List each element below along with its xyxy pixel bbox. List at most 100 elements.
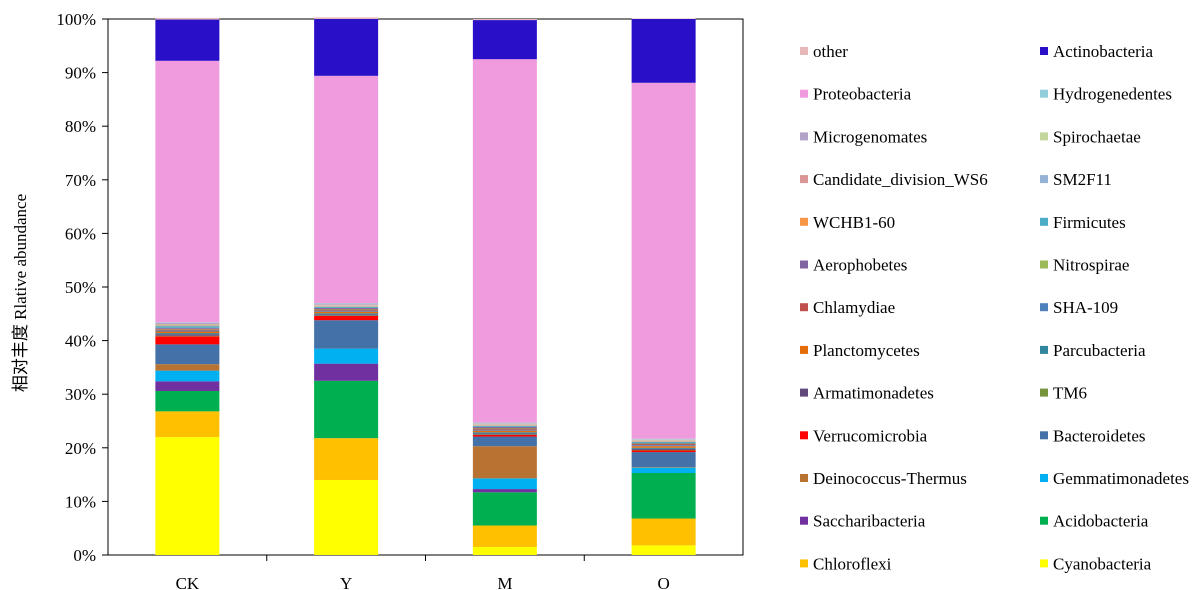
bar-segment-chlamydiae	[314, 309, 379, 311]
legend-entry-sha-109: SHA-109	[1040, 298, 1118, 317]
legend-swatch	[800, 474, 808, 482]
legend-entry-actinobacteria: Actinobacteria	[1040, 42, 1154, 61]
bar-segment-acidobacteria	[472, 492, 537, 526]
bar-segment-sm2f11	[155, 325, 220, 326]
bar-segment-bacteroidetes	[314, 320, 379, 349]
bar-segment-firmicutes	[472, 425, 537, 427]
bar-segment-tm6	[631, 449, 696, 451]
bar-segment-bacteroidetes	[155, 344, 220, 365]
bar-segment-armatimonadetes	[314, 314, 379, 316]
bar-segment-candidate-division-ws6	[631, 440, 696, 441]
bar-segment-saccharibacteria	[472, 489, 537, 493]
bar-segment-planctomycetes	[314, 311, 379, 314]
legend-entry-sm2f11: SM2F11	[1040, 170, 1112, 189]
legend-entry-gemmatimonadetes: Gemmatimonadetes	[1040, 469, 1189, 488]
bar-segment-other	[314, 17, 379, 19]
legend-entry-bacteroidetes: Bacteroidetes	[1040, 426, 1146, 445]
bar-segment-nitrospirae	[155, 328, 220, 330]
bar-segment-spirochaetae	[314, 304, 379, 306]
legend-label: Nitrospirae	[1053, 256, 1129, 275]
legend-swatch	[1040, 474, 1048, 482]
bar-segment-proteobacteria	[314, 75, 379, 304]
bar-segment-chlamydiae	[155, 329, 220, 331]
bar-segment-hydrogenedentes	[155, 322, 220, 323]
bar-segment-proteobacteria	[155, 60, 220, 323]
legend-label: Firmicutes	[1053, 213, 1126, 232]
legend-swatch	[800, 516, 808, 525]
legend-label: Actinobacteria	[1053, 42, 1154, 61]
bar-segment-sm2f11	[314, 305, 379, 307]
bar-segment-parcubacteria	[631, 447, 696, 449]
bar-segment-gemmatimonadetes	[631, 467, 696, 473]
legend-swatch	[1040, 132, 1048, 141]
legend-entry-tm6: TM6	[1040, 384, 1087, 403]
legend-label: SM2F11	[1053, 170, 1112, 189]
legend-swatch	[1040, 559, 1048, 568]
bar-segment-acidobacteria	[631, 472, 696, 519]
legend-entry-cyanobacteria: Cyanobacteria	[1040, 554, 1152, 573]
legend-entry-proteobacteria: Proteobacteria	[800, 85, 912, 104]
bar-segment-cyanobacteria	[472, 546, 537, 555]
bar-segment-firmicutes	[155, 326, 220, 328]
legend-entry-firmicutes: Firmicutes	[1040, 213, 1126, 232]
bar-segment-aerophobetes	[631, 442, 696, 444]
legend-label: Planctomycetes	[813, 341, 920, 360]
legend-entry-verrucomicrobia: Verrucomicrobia	[800, 426, 928, 445]
bar-segment-sm2f11	[631, 440, 696, 442]
legend-label: Spirochaetae	[1053, 127, 1141, 146]
legend-entry-nitrospirae: Nitrospirae	[1040, 256, 1129, 275]
legend-entry-armatimonadetes: Armatimonadetes	[800, 384, 934, 403]
bar-segment-sha-109	[631, 445, 696, 447]
bar-segment-parcubacteria	[314, 313, 379, 315]
bar-segment-wchb1-60	[472, 425, 537, 426]
bar-segment-cyanobacteria	[314, 479, 379, 555]
y-tick-label: 20%	[65, 439, 96, 458]
bar-segment-microgenomates	[155, 322, 220, 324]
legend-label: WCHB1-60	[813, 213, 895, 232]
legend-swatch	[800, 175, 808, 184]
bar-segment-proteobacteria	[472, 59, 537, 423]
bar-segment-aerophobetes	[472, 426, 537, 428]
y-tick-label: 70%	[65, 171, 96, 190]
legend-swatch	[800, 89, 808, 98]
bar-segment-actinobacteria	[155, 19, 220, 61]
bar-segment-other	[631, 18, 696, 19]
legend-swatch	[800, 431, 808, 440]
legend-swatch	[1040, 431, 1048, 440]
bar-segment-saccharibacteria	[155, 381, 220, 391]
bar-segment-wchb1-60	[155, 325, 220, 327]
legend-entry-candidate-division-ws6: Candidate_division_WS6	[800, 170, 988, 189]
legend-entry-wchb1-60: WCHB1-60	[800, 213, 895, 232]
legend-swatch	[1040, 175, 1048, 184]
bar-segment-saccharibacteria	[314, 363, 379, 381]
bar-segment-tm6	[472, 434, 537, 435]
bar-segment-aerophobetes	[314, 307, 379, 309]
legend-label: Armatimonadetes	[813, 384, 934, 403]
bar-segment-other	[472, 19, 537, 21]
bar-segment-microgenomates	[631, 439, 696, 440]
y-tick-label: 0%	[73, 546, 96, 565]
bar-segment-microgenomates	[472, 423, 537, 424]
bar-segment-spirochaetae	[472, 423, 537, 425]
legend-label: Bacteroidetes	[1053, 426, 1146, 445]
legend-swatch	[800, 132, 808, 141]
legend-entry-planctomycetes: Planctomycetes	[800, 341, 920, 360]
legend-swatch	[1040, 260, 1048, 269]
bar-segment-acidobacteria	[155, 390, 220, 412]
bar-segment-hydrogenedentes	[631, 438, 696, 440]
y-axis-title: 相对丰度 Rlative abundance	[11, 194, 30, 392]
bar-segment-deinococcus-thermus	[631, 467, 696, 468]
legend-swatch	[800, 47, 808, 55]
legend-swatch	[1040, 388, 1048, 397]
bar-segment-aerophobetes	[155, 327, 220, 329]
bar-segment-deinococcus-thermus	[155, 364, 220, 371]
legend-label: Verrucomicrobia	[813, 426, 928, 445]
legend: other Actinobacteria Proteobacteria Hydroge…	[800, 42, 1189, 573]
legend-label: Aerophobetes	[813, 256, 907, 275]
bar-segment-verrucomicrobia	[631, 450, 696, 453]
axes: 0% 10% 20% 30% 40% 50% 60% 70% 80% 90% 100% CK Y M O	[56, 10, 669, 590]
x-tick-label: CK	[176, 574, 200, 590]
legend-swatch	[1040, 303, 1048, 312]
bar-segment-actinobacteria	[631, 19, 696, 83]
